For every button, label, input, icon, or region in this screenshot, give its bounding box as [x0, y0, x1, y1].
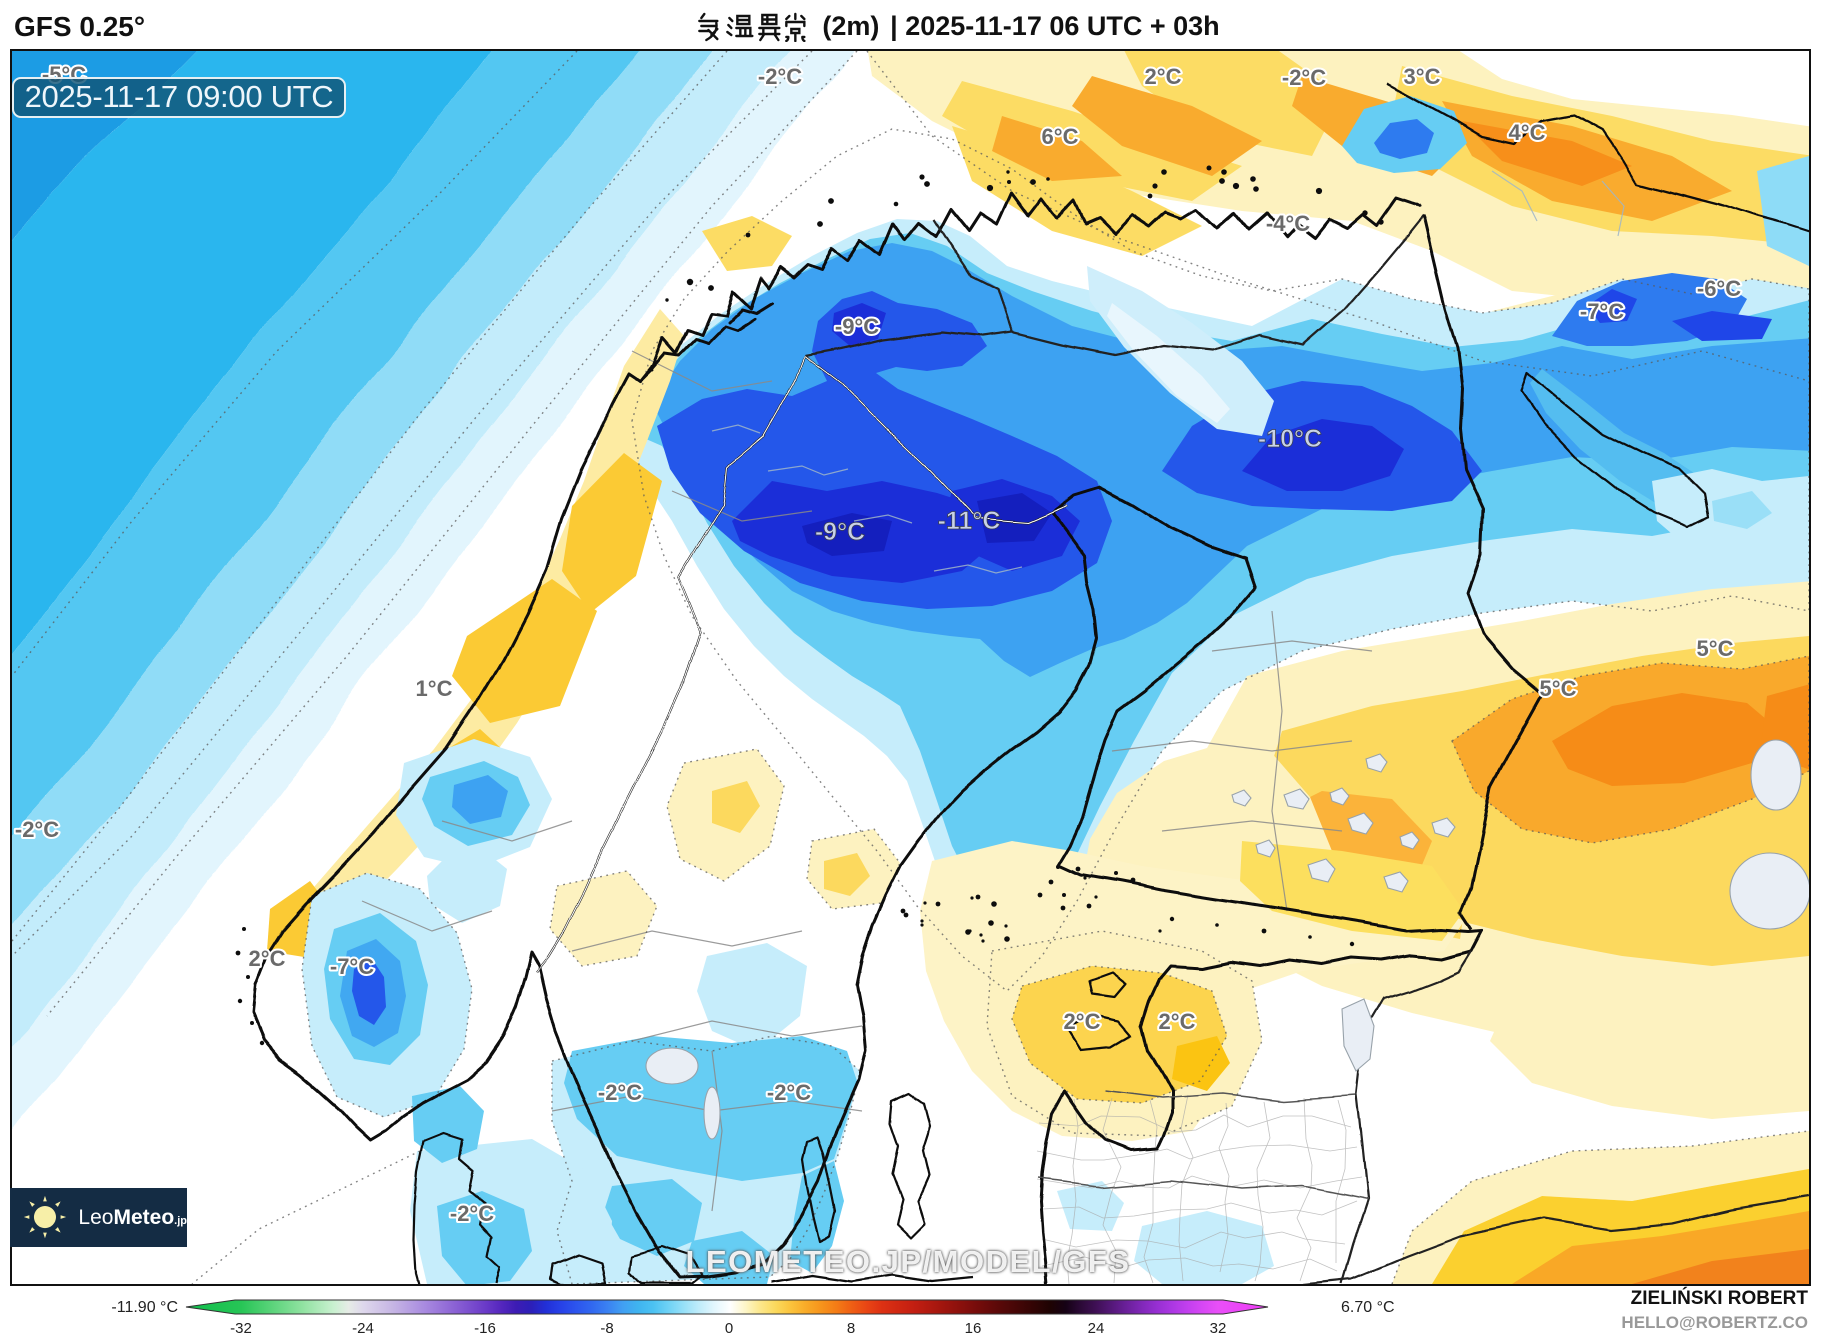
svg-text:-2°C: -2°C — [450, 1201, 494, 1226]
svg-text:-7°C: -7°C — [1580, 299, 1624, 324]
svg-text:-2°C: -2°C — [758, 64, 802, 89]
svg-text:2°C: 2°C — [249, 946, 286, 971]
svg-text:-4°C: -4°C — [1266, 211, 1310, 236]
svg-text:-9°C: -9°C — [815, 518, 865, 546]
svg-text:5°C: 5°C — [1697, 636, 1734, 661]
svg-text:1°C: 1°C — [416, 676, 453, 701]
svg-text:5°C: 5°C — [1540, 676, 1577, 701]
svg-text:2°C: 2°C — [1159, 1009, 1196, 1034]
svg-text:-2°C: -2°C — [767, 1080, 811, 1105]
svg-text:6°C: 6°C — [1042, 124, 1079, 149]
svg-text:-7°C: -7°C — [330, 954, 374, 979]
svg-text:3°C: 3°C — [1404, 64, 1441, 89]
svg-text:-6°C: -6°C — [1697, 276, 1741, 301]
svg-text:-2°C: -2°C — [1282, 65, 1326, 90]
svg-text:-9°C: -9°C — [835, 314, 879, 339]
svg-text:-11°C: -11°C — [938, 507, 1001, 535]
svg-text:2°C: 2°C — [1064, 1009, 1101, 1034]
svg-text:2°C: 2°C — [1145, 64, 1182, 89]
svg-text:-2°C: -2°C — [598, 1080, 642, 1105]
svg-text:-10°C: -10°C — [1258, 425, 1322, 453]
svg-text:4°C: 4°C — [1509, 120, 1546, 145]
svg-text:-2°C: -2°C — [15, 817, 59, 842]
